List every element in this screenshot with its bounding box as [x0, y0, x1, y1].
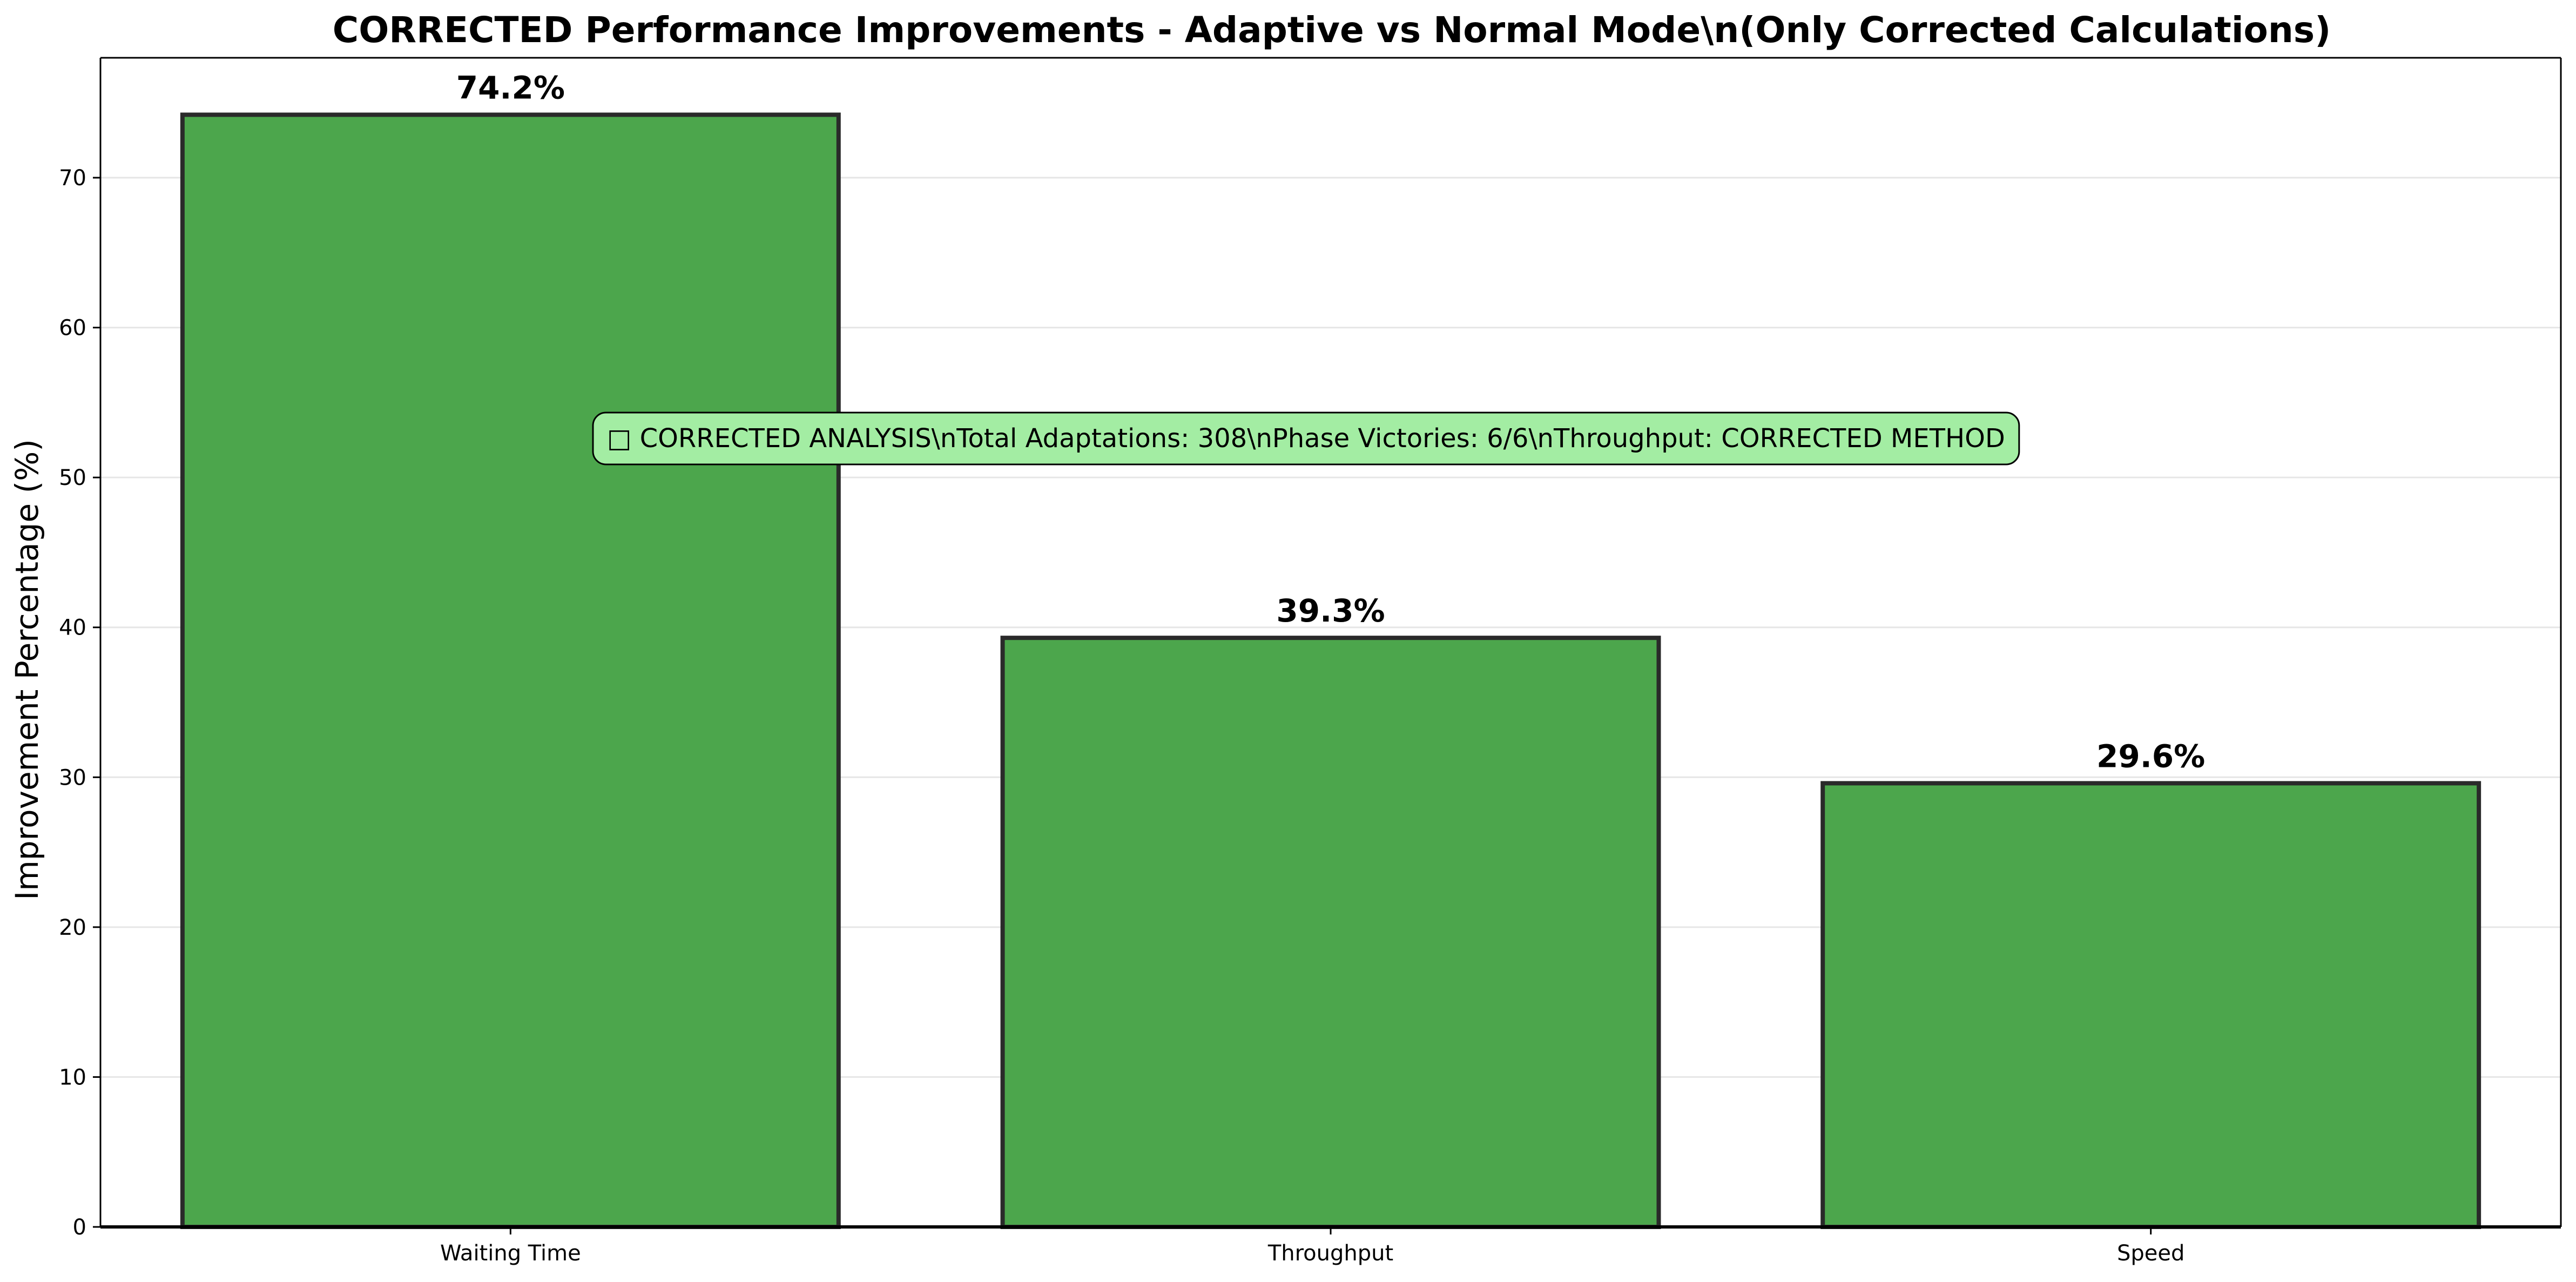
- bar-value-label-1: 39.3%: [1276, 592, 1385, 629]
- y-axis-label: Improvement Percentage (%): [9, 439, 45, 900]
- bar-0: [180, 112, 841, 1229]
- y-tick-label-7: 70: [59, 166, 86, 191]
- bar-2: [1820, 781, 2481, 1229]
- x-ticks: Waiting Time Throughput Speed: [440, 1227, 2184, 1266]
- chart-title: CORRECTED Performance Improvements - Ada…: [333, 9, 2331, 51]
- annotation-text: □ CORRECTED ANALYSIS\nTotal Adaptations:…: [607, 423, 2005, 454]
- y-tick-label-0: 0: [73, 1215, 86, 1240]
- x-tick-label-1: Throughput: [1267, 1241, 1393, 1266]
- y-tick-label-5: 50: [59, 465, 86, 490]
- bar-value-label-2: 29.6%: [2096, 738, 2205, 774]
- bar-labels: 74.2% 39.3% 29.6%: [456, 69, 2206, 774]
- y-tick-label-4: 40: [59, 616, 86, 640]
- bar-1: [1000, 636, 1661, 1229]
- annotation-box: □ CORRECTED ANALYSIS\nTotal Adaptations:…: [592, 411, 2020, 465]
- y-tick-label-3: 30: [59, 765, 86, 790]
- y-tick-label-6: 60: [59, 316, 86, 341]
- annotation-background: [592, 411, 2020, 465]
- y-ticks: 0 10 20 30 40 50 60 70: [59, 166, 100, 1240]
- y-tick-label-2: 20: [59, 915, 86, 940]
- bar-value-label-0: 74.2%: [456, 69, 565, 106]
- y-tick-label-1: 10: [59, 1065, 86, 1090]
- x-tick-label-0: Waiting Time: [440, 1241, 581, 1266]
- x-tick-label-2: Speed: [2117, 1241, 2184, 1266]
